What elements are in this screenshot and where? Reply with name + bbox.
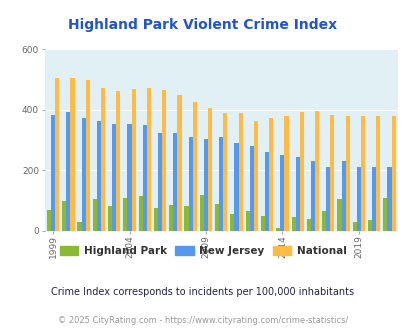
Bar	[112, 124, 116, 231]
Bar	[371, 167, 375, 231]
Bar	[97, 120, 101, 231]
Bar	[284, 116, 288, 231]
Bar	[269, 117, 273, 231]
Bar	[131, 89, 135, 231]
Text: © 2025 CityRating.com - https://www.cityrating.com/crime-statistics/: © 2025 CityRating.com - https://www.city…	[58, 315, 347, 325]
Bar	[203, 139, 207, 231]
Bar	[215, 204, 219, 231]
Bar	[321, 211, 326, 231]
Bar	[299, 112, 303, 231]
Bar	[116, 91, 120, 231]
Bar	[55, 78, 59, 231]
Bar	[153, 208, 158, 231]
Bar	[360, 116, 364, 231]
Bar	[147, 88, 151, 231]
Bar	[345, 116, 349, 231]
Bar	[85, 80, 90, 231]
Bar	[158, 133, 162, 231]
Bar	[77, 222, 81, 231]
Bar	[249, 146, 253, 231]
Bar	[51, 115, 55, 231]
Bar	[295, 157, 299, 231]
Bar	[314, 111, 318, 231]
Bar	[291, 217, 295, 231]
Bar	[123, 198, 127, 231]
Bar	[192, 102, 196, 231]
Bar	[92, 199, 97, 231]
Bar	[234, 143, 238, 231]
Bar	[177, 95, 181, 231]
Legend: Highland Park, New Jersey, National: Highland Park, New Jersey, National	[55, 242, 350, 260]
Bar	[81, 117, 85, 231]
Bar	[245, 211, 249, 231]
Bar	[382, 198, 386, 231]
Bar	[127, 124, 131, 231]
Bar	[62, 201, 66, 231]
Bar	[108, 206, 112, 231]
Bar	[162, 90, 166, 231]
Bar	[219, 137, 223, 231]
Bar	[101, 88, 105, 231]
Bar	[341, 161, 345, 231]
Bar	[199, 195, 203, 231]
Bar	[238, 113, 242, 231]
Bar	[330, 115, 334, 231]
Bar	[310, 161, 314, 231]
Bar	[280, 155, 284, 231]
Bar	[70, 78, 75, 231]
Bar	[356, 167, 360, 231]
Bar	[173, 133, 177, 231]
Bar	[352, 222, 356, 231]
Bar	[223, 113, 227, 231]
Bar	[337, 199, 341, 231]
Bar	[230, 214, 234, 231]
Bar	[138, 196, 143, 231]
Bar	[367, 220, 371, 231]
Bar	[169, 205, 173, 231]
Bar	[260, 216, 264, 231]
Bar	[184, 206, 188, 231]
Bar	[47, 210, 51, 231]
Bar	[264, 152, 269, 231]
Bar	[253, 120, 258, 231]
Bar	[326, 167, 330, 231]
Bar	[188, 137, 192, 231]
Bar	[386, 167, 390, 231]
Bar	[306, 219, 310, 231]
Bar	[375, 116, 379, 231]
Bar	[207, 109, 212, 231]
Bar	[275, 228, 280, 231]
Text: Highland Park Violent Crime Index: Highland Park Violent Crime Index	[68, 18, 337, 32]
Text: Crime Index corresponds to incidents per 100,000 inhabitants: Crime Index corresponds to incidents per…	[51, 287, 354, 297]
Bar	[66, 112, 70, 231]
Bar	[390, 116, 395, 231]
Bar	[143, 125, 147, 231]
